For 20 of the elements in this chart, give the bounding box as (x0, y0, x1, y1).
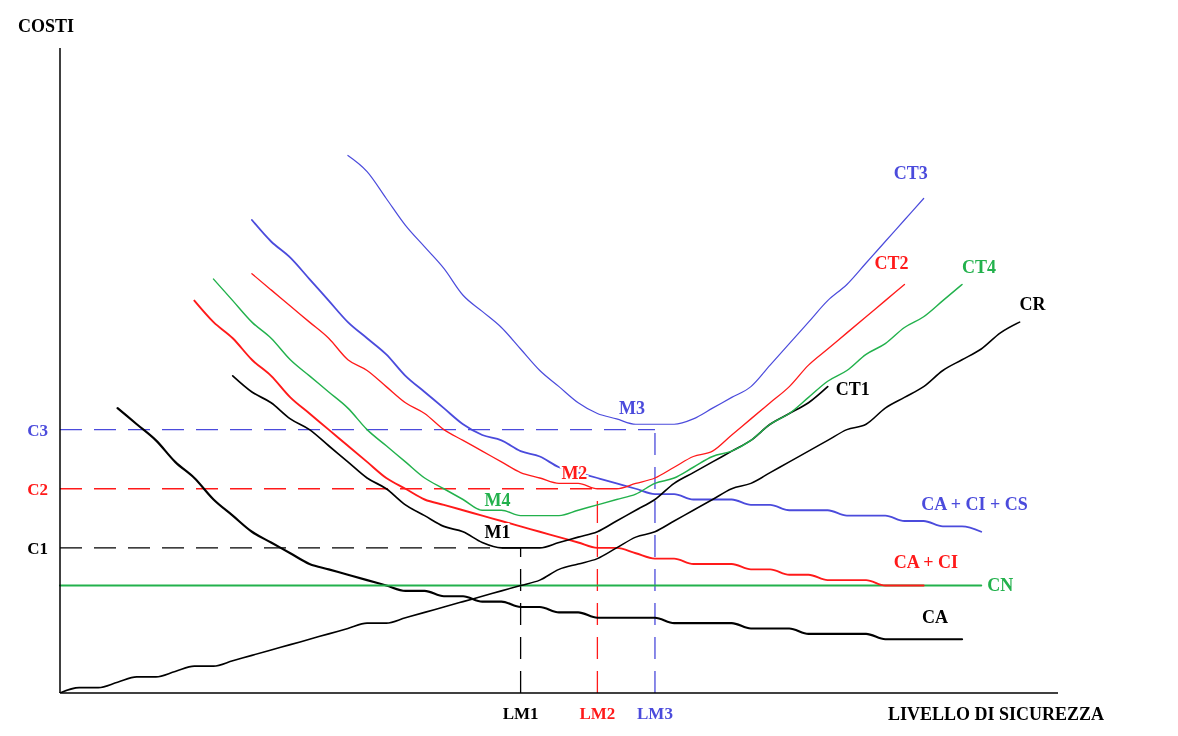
ref-line-label: C2 (27, 479, 48, 499)
series-label: CT1 (835, 378, 870, 399)
series-label: CA + CI + CS (921, 493, 1028, 514)
ref-line-label: C3 (27, 420, 48, 440)
ref-line-label: C1 (27, 538, 48, 558)
series-label: CT2 (874, 252, 909, 273)
series-label: CA + CI (893, 551, 958, 572)
annotation: M1 (484, 521, 511, 542)
x-tick-label: LM2 (579, 704, 616, 723)
x-axis-title: LIVELLO DI SICUREZZA (888, 704, 1105, 725)
series-label: CA (922, 607, 949, 628)
x-tick-label: LM1 (502, 704, 539, 723)
text: COSTI (18, 16, 75, 37)
series-label: CT4 (962, 256, 997, 277)
series-label: CR (1019, 294, 1047, 315)
series-label: CT3 (893, 162, 928, 183)
annotation: M4 (484, 489, 511, 510)
annotation: M3 (618, 398, 645, 419)
x-tick-label: LM3 (637, 704, 673, 723)
series-label: CN (987, 574, 1014, 595)
